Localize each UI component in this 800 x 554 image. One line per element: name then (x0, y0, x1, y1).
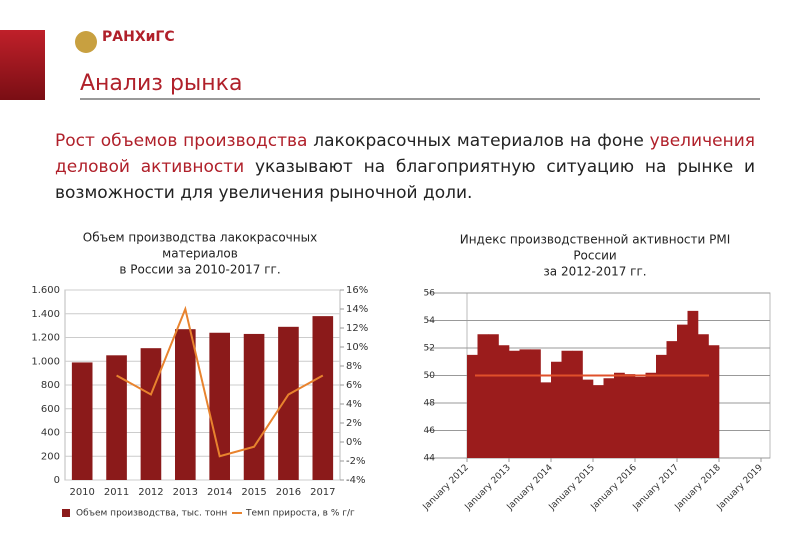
area-step (519, 349, 531, 458)
y-tick-label: 1.400 (31, 309, 60, 320)
x-tick-label: 2015 (241, 487, 266, 498)
area-step (614, 372, 625, 458)
y-tick-label: 54 (424, 316, 436, 326)
area-step (467, 354, 478, 458)
y-tick-label: 0 (54, 475, 60, 486)
area-step (603, 378, 615, 458)
y2-tick-label: -4% (346, 475, 365, 486)
y2-tick-label: 10% (346, 342, 368, 353)
chart-title: Индекс производственной активности PMI (460, 233, 731, 247)
chart-title: в России за 2010-2017 гг. (119, 263, 280, 277)
area-step (530, 349, 541, 458)
slide-title: Анализ рынка (80, 71, 242, 96)
y2-tick-label: 2% (346, 418, 362, 429)
y-tick-label: 800 (41, 380, 60, 391)
x-tick-label: 2013 (173, 487, 198, 498)
chart-title: материалов (162, 247, 238, 261)
y-tick-label: 200 (41, 451, 60, 462)
chart-title: за 2012-2017 гг. (543, 265, 646, 279)
bar (312, 316, 334, 480)
x-tick-label: 2012 (138, 487, 163, 498)
bar (106, 355, 127, 480)
area-step (677, 324, 688, 458)
bar (278, 326, 299, 480)
logo-text: РАНХиГС (102, 29, 175, 45)
x-tick-label: 2010 (69, 487, 94, 498)
y-tick-label: 50 (424, 371, 436, 381)
x-tick-label: 2011 (104, 487, 129, 498)
area-step (488, 334, 499, 458)
bar (209, 332, 230, 480)
area-step (593, 385, 604, 458)
area-step (645, 372, 657, 458)
y-tick-label: 56 (424, 289, 436, 299)
area-step (698, 334, 709, 458)
area-step (582, 379, 594, 458)
paragraph: Рост объемов производства лакокрасочных … (55, 128, 755, 206)
text: Рост объемов производства (55, 131, 308, 151)
area-step (540, 382, 552, 458)
accent-bar (0, 30, 45, 100)
y-tick-label: 1.000 (31, 356, 60, 367)
bar (175, 329, 196, 480)
x-tick-label: 2014 (207, 487, 232, 498)
x-tick-label: 2017 (310, 487, 335, 498)
y2-tick-label: 6% (346, 380, 362, 391)
area-step (687, 310, 699, 458)
bar (140, 348, 162, 480)
y2-tick-label: 4% (346, 399, 362, 410)
chart-title: России (573, 249, 616, 263)
y-tick-label: 52 (424, 344, 435, 354)
legend-label: Темп прироста, в % г/г (245, 509, 355, 519)
area-step (624, 374, 636, 458)
y2-tick-label: 16% (346, 285, 368, 296)
area-step (666, 341, 678, 458)
area-step (708, 345, 720, 458)
area-step (572, 350, 583, 458)
y2-tick-label: 0% (346, 437, 362, 448)
area-step (498, 345, 510, 458)
legend-label: Объем производства, тыс. тонн (76, 509, 227, 519)
line (116, 305, 324, 458)
y-tick-label: 600 (41, 404, 60, 415)
bar (71, 362, 93, 480)
area-step (635, 376, 646, 458)
x-tick-label: 2016 (276, 487, 301, 498)
area-step (551, 361, 562, 458)
logo-emblem (75, 31, 97, 53)
chart-title: Объем производства лакокрасочных (83, 231, 317, 245)
y2-tick-label: 8% (346, 361, 362, 372)
area-step (509, 350, 520, 458)
area-step (477, 334, 489, 458)
y-tick-label: 1.600 (31, 285, 60, 296)
y2-tick-label: -2% (346, 456, 365, 467)
area-step (656, 354, 667, 458)
y-tick-label: 48 (424, 399, 436, 409)
text: увеличения деловой активности (55, 131, 755, 177)
y2-tick-label: 14% (346, 304, 368, 315)
area-step (561, 350, 573, 458)
text: указывают на благоприятную ситуацию на р… (55, 157, 756, 203)
y-tick-label: 46 (424, 426, 436, 436)
text: лакокрасочных материалов на фоне (307, 131, 650, 151)
legend-swatch (62, 509, 70, 517)
y-tick-label: 44 (424, 454, 436, 464)
y-tick-label: 400 (41, 428, 60, 439)
y2-tick-label: 12% (346, 323, 368, 334)
y-tick-label: 1.200 (31, 333, 60, 344)
bar (243, 333, 265, 480)
